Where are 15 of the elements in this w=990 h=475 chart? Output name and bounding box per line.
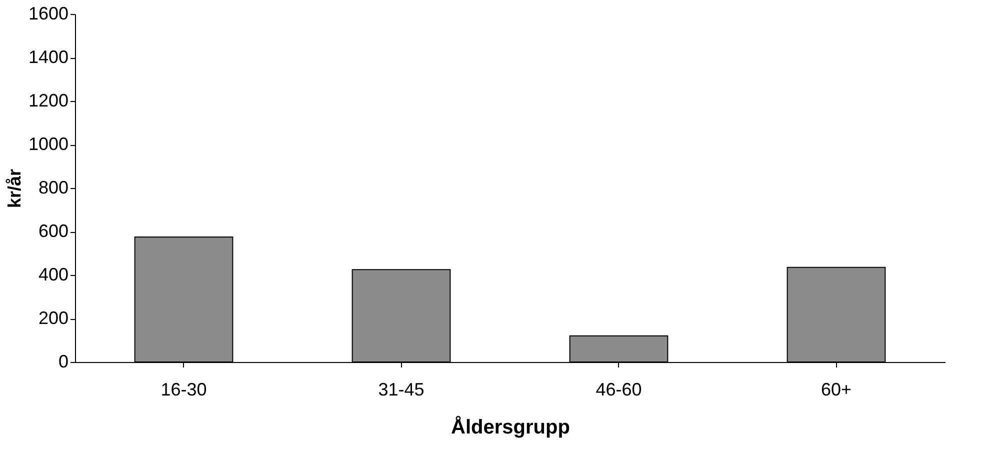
y-tick-label: 0 (58, 352, 68, 372)
y-tick-label: 800 (38, 178, 68, 198)
x-tick-label: 60+ (820, 380, 852, 400)
y-tick-label: 400 (38, 264, 68, 284)
x-tick-label: 46-60 (596, 380, 642, 400)
y-tick-label: 1000 (28, 134, 68, 154)
y-tick-label: 1600 (28, 4, 68, 24)
y-tick-label: 1200 (28, 90, 68, 110)
x-tick-label: 31-45 (378, 380, 424, 400)
x-tick-label: 16-30 (160, 380, 207, 400)
y-tick-label: 1400 (28, 47, 68, 67)
x-axis-title: Åldersgrupp (451, 416, 570, 438)
y-axis-title: kr/år (4, 168, 24, 208)
y-tick-label: 600 (38, 221, 68, 241)
y-tick-label: 200 (38, 308, 68, 328)
